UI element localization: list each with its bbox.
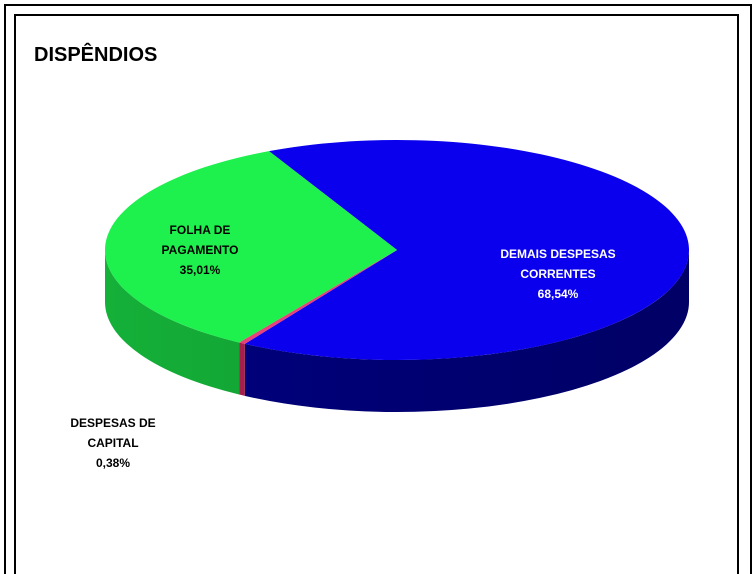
chart-frame (14, 14, 739, 574)
slice-label-2-line-1: PAGAMENTO (162, 243, 239, 257)
outer-frame (4, 4, 752, 574)
pie-side-shading (105, 250, 689, 412)
pie-slice-0 (244, 139, 690, 360)
slice-label-1-line-2: 0,38% (96, 456, 130, 470)
slice-label-0-line-0: DEMAIS DESPESAS (500, 247, 615, 261)
slice-label-1-line-0: DESPESAS DE (70, 416, 155, 430)
slice-label-0-line-2: 68,54% (538, 287, 579, 301)
slice-label-1-line-1: CAPITAL (87, 436, 138, 450)
pie-slice-1 (239, 250, 397, 344)
slice-label-2-line-0: FOLHA DE (170, 223, 231, 237)
chart-title: DISPÊNDIOS (34, 44, 158, 66)
slice-label-0-line-1: CORRENTES (520, 267, 595, 281)
slice-label-2-line-2: 35,01% (180, 263, 221, 277)
pie-slice-2 (104, 151, 397, 343)
